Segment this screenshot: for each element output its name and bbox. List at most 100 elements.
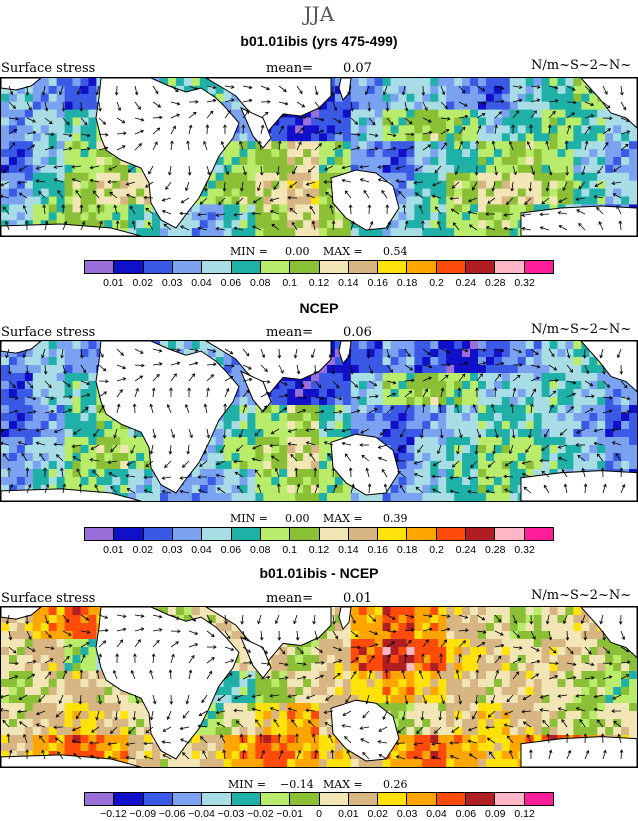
contour-fill-cell bbox=[422, 485, 431, 494]
contour-fill-cell bbox=[446, 228, 455, 236]
contour-fill-cell bbox=[446, 623, 455, 632]
contour-fill-cell bbox=[49, 389, 58, 398]
contour-fill-cell bbox=[25, 212, 34, 221]
contour-fill-cell bbox=[391, 413, 400, 422]
contour-fill-cell bbox=[41, 157, 50, 166]
contour-fill-cell bbox=[295, 118, 304, 127]
contour-fill-cell bbox=[311, 429, 320, 438]
colorbar-swatch bbox=[320, 528, 349, 540]
contour-fill-cell bbox=[303, 133, 312, 142]
contour-fill-cell bbox=[470, 623, 479, 632]
contour-fill-cell bbox=[613, 118, 622, 127]
contour-fill-cell bbox=[240, 421, 249, 430]
contour-fill-cell bbox=[104, 477, 113, 486]
contour-fill-cell bbox=[534, 445, 543, 454]
contour-fill-cell bbox=[502, 125, 511, 133]
contour-fill-cell bbox=[589, 445, 598, 454]
contour-fill-cell bbox=[558, 181, 567, 190]
contour-fill-cell bbox=[192, 341, 201, 350]
contour-fill-cell bbox=[295, 165, 304, 174]
contour-fill-cell bbox=[128, 485, 137, 494]
contour-fill-cell bbox=[470, 453, 479, 462]
contour-fill-cell bbox=[287, 405, 296, 414]
contour-fill-cell bbox=[240, 477, 249, 486]
contour-fill-cell bbox=[399, 212, 408, 221]
panel-3-mean-label: mean= bbox=[266, 591, 313, 606]
contour-fill-cell bbox=[279, 173, 288, 182]
contour-fill-cell bbox=[414, 405, 423, 414]
contour-fill-cell bbox=[629, 157, 637, 166]
contour-fill-cell bbox=[279, 189, 288, 198]
contour-fill-cell bbox=[247, 181, 256, 190]
contour-fill-cell bbox=[375, 78, 384, 87]
contour-fill-cell bbox=[375, 349, 384, 358]
contour-fill-cell bbox=[88, 197, 97, 206]
contour-fill-cell bbox=[81, 173, 90, 182]
panel-2-colorbar bbox=[84, 527, 554, 541]
contour-fill-cell bbox=[534, 615, 543, 624]
contour-fill-cell bbox=[104, 204, 113, 213]
colorbar-tick-label: 0.1 bbox=[282, 277, 297, 289]
contour-fill-cell bbox=[343, 102, 352, 111]
contour-fill-cell bbox=[494, 204, 503, 213]
contour-fill-cell bbox=[391, 357, 400, 366]
contour-fill-cell bbox=[518, 453, 527, 462]
contour-fill-cell bbox=[279, 445, 288, 454]
contour-fill-cell bbox=[573, 165, 582, 174]
contour-fill-cell bbox=[621, 445, 630, 454]
contour-fill-cell bbox=[57, 413, 66, 422]
contour-fill-cell bbox=[406, 110, 415, 119]
contour-fill-cell bbox=[17, 389, 26, 398]
contour-fill-cell bbox=[454, 189, 463, 198]
contour-fill-cell bbox=[335, 149, 344, 158]
contour-fill-cell bbox=[542, 389, 551, 398]
contour-fill-cell bbox=[406, 477, 415, 486]
contour-fill-cell bbox=[430, 429, 439, 438]
contour-fill-cell bbox=[33, 357, 42, 366]
contour-fill-cell bbox=[446, 631, 455, 640]
contour-fill-cell bbox=[438, 102, 447, 111]
contour-fill-cell bbox=[430, 228, 439, 236]
contour-fill-cell bbox=[359, 94, 368, 103]
contour-fill-cell bbox=[518, 125, 527, 133]
contour-fill-cell bbox=[550, 197, 559, 206]
vector-arrow bbox=[225, 429, 226, 438]
contour-fill-cell bbox=[383, 149, 392, 158]
contour-fill-cell bbox=[343, 220, 352, 229]
contour-fill-cell bbox=[510, 102, 519, 111]
contour-fill-cell bbox=[629, 429, 637, 438]
contour-fill-cell bbox=[550, 110, 559, 119]
contour-fill-cell bbox=[73, 607, 82, 616]
contour-fill-cell bbox=[589, 173, 598, 182]
contour-fill-cell bbox=[558, 173, 567, 182]
contour-fill-cell bbox=[335, 228, 344, 236]
contour-fill-cell bbox=[351, 78, 360, 87]
contour-fill-cell bbox=[375, 102, 384, 111]
contour-fill-cell bbox=[65, 181, 74, 190]
contour-fill-cell bbox=[41, 189, 50, 198]
contour-fill-cell bbox=[240, 469, 249, 478]
contour-fill-cell bbox=[57, 197, 66, 206]
contour-fill-cell bbox=[88, 477, 97, 486]
contour-fill-cell bbox=[526, 607, 535, 616]
contour-fill-cell bbox=[49, 413, 58, 422]
contour-fill-cell bbox=[279, 157, 288, 166]
contour-fill-cell bbox=[1, 102, 10, 111]
contour-fill-cell bbox=[478, 469, 487, 478]
contour-fill-cell bbox=[414, 357, 423, 366]
contour-fill-cell bbox=[565, 373, 574, 382]
contour-fill-cell bbox=[303, 197, 312, 206]
contour-fill-cell bbox=[438, 413, 447, 422]
contour-fill-cell bbox=[96, 413, 105, 422]
contour-fill-cell bbox=[478, 485, 487, 494]
contour-fill-cell bbox=[9, 110, 18, 119]
contour-fill-cell bbox=[486, 94, 495, 103]
contour-fill-cell bbox=[486, 157, 495, 166]
contour-fill-cell bbox=[375, 94, 384, 103]
colorbar-swatch bbox=[437, 528, 466, 540]
contour-fill-cell bbox=[414, 197, 423, 206]
contour-fill-cell bbox=[629, 421, 637, 430]
contour-fill-cell bbox=[41, 133, 50, 142]
colorbar-tick-label: 0.14 bbox=[338, 544, 358, 556]
contour-fill-cell bbox=[41, 389, 50, 398]
